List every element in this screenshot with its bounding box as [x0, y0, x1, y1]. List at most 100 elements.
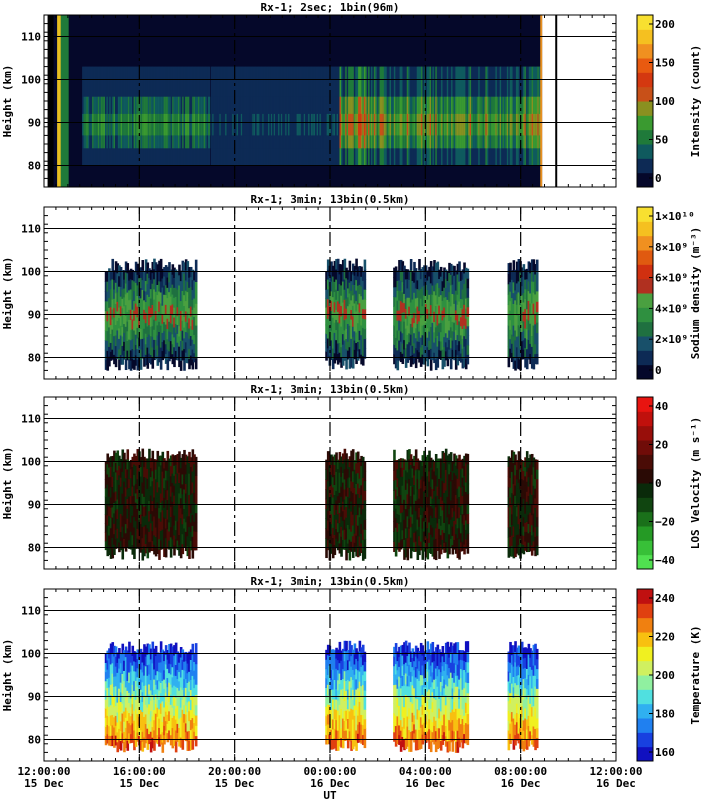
intensity-column [278, 113, 281, 136]
data-cell [109, 694, 113, 706]
data-cell [393, 531, 396, 542]
data-cell [340, 326, 343, 337]
data-cell [118, 532, 121, 543]
data-cell [133, 310, 136, 321]
data-cell [360, 324, 363, 336]
data-cell [169, 305, 173, 315]
data-cell [418, 341, 421, 353]
data-cell [520, 524, 524, 535]
data-cell [148, 733, 151, 745]
data-cell [341, 491, 345, 502]
data-cell [444, 287, 448, 298]
data-cell [126, 527, 130, 539]
data-column [399, 259, 403, 363]
data-cell [456, 273, 460, 285]
data-column [194, 456, 198, 551]
data-column [188, 267, 191, 370]
data-cell [525, 481, 529, 492]
data-cell [123, 741, 126, 753]
data-cell [191, 492, 195, 505]
intensity-column [322, 113, 325, 136]
data-cell [406, 325, 410, 335]
data-cell [456, 458, 460, 469]
data-cell [351, 449, 355, 461]
data-cell [361, 299, 365, 310]
data-cell [398, 340, 401, 351]
data-cell [116, 662, 120, 673]
data-cell [413, 352, 416, 364]
data-cell [129, 540, 133, 550]
data-cell [174, 510, 178, 521]
data-cell [149, 679, 153, 691]
data-cell [509, 281, 512, 292]
data-column [393, 449, 396, 552]
data-cell [527, 349, 531, 360]
data-cell [418, 279, 421, 291]
data-cell [133, 290, 136, 302]
data-cell [331, 276, 335, 287]
data-cell [351, 492, 355, 504]
data-cell [141, 459, 145, 472]
data-cell [393, 286, 396, 297]
data-cell [448, 291, 451, 302]
data-cell [532, 346, 536, 359]
data-cell [399, 310, 403, 322]
data-cell [517, 503, 521, 514]
data-cell [184, 331, 188, 343]
data-cell [534, 497, 537, 508]
data-cell [423, 501, 426, 512]
data-cell [118, 708, 121, 719]
data-cell [438, 269, 441, 280]
data-cell [530, 302, 534, 315]
data-cell [188, 267, 191, 278]
data-cell [351, 514, 355, 526]
intensity-column [110, 113, 113, 136]
data-cell [330, 339, 333, 351]
data-cell [111, 673, 115, 685]
data-cell [151, 346, 155, 359]
data-cell [326, 288, 330, 300]
panel-3: Rx-1; 3min; 13bin(0.5km)8090100110Height… [1, 383, 702, 570]
data-cell [153, 288, 156, 300]
data-cell [361, 549, 365, 561]
data-cell [525, 338, 529, 350]
data-cell [151, 652, 155, 664]
data-cell [343, 258, 347, 270]
data-cell [193, 334, 196, 345]
data-cell [443, 512, 446, 523]
data-cell [141, 482, 145, 494]
data-cell [414, 490, 418, 501]
data-cell [156, 274, 160, 285]
intensity-column [192, 113, 195, 136]
data-cell [438, 305, 441, 315]
data-cell [124, 358, 128, 371]
data-cell [416, 271, 420, 281]
data-cell [449, 471, 453, 482]
data-cell [333, 352, 337, 364]
intensity-column [435, 113, 438, 136]
data-cell [428, 276, 431, 286]
data-cell [163, 312, 166, 323]
data-cell [143, 526, 146, 537]
data-cell [454, 514, 458, 525]
data-cell [459, 334, 463, 345]
data-cell [109, 527, 113, 539]
data-cell [124, 676, 128, 688]
data-cell [527, 514, 531, 524]
data-cell [335, 471, 338, 482]
data-cell [530, 281, 534, 293]
intensity-column [413, 113, 417, 136]
data-cell [143, 716, 146, 728]
data-cell [510, 535, 514, 547]
data-cell [408, 528, 411, 539]
intensity-column [378, 113, 381, 136]
data-cell [409, 495, 413, 507]
data-cell [459, 289, 463, 300]
data-cell [183, 488, 186, 500]
intensity-column [186, 113, 189, 136]
data-column [409, 259, 413, 367]
intensity-column [145, 113, 148, 136]
data-cell [464, 298, 468, 309]
data-column [119, 266, 123, 365]
intensity-column [350, 113, 354, 136]
